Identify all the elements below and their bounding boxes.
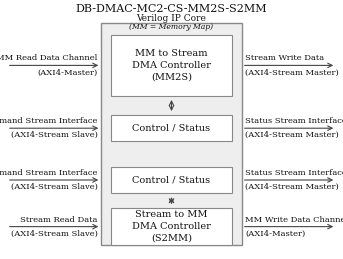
Text: MM Write Data Channel: MM Write Data Channel xyxy=(245,215,343,224)
Text: (AXI4-Stream Master): (AXI4-Stream Master) xyxy=(245,68,339,76)
Text: (AXI4-Stream Master): (AXI4-Stream Master) xyxy=(245,131,339,139)
Text: (AXI4-Stream Slave): (AXI4-Stream Slave) xyxy=(11,230,98,238)
Text: (AXI4-Stream Slave): (AXI4-Stream Slave) xyxy=(11,131,98,139)
Bar xyxy=(111,167,232,193)
Text: Stream Write Data: Stream Write Data xyxy=(245,54,324,62)
Text: Status Stream Interface: Status Stream Interface xyxy=(245,117,343,125)
Bar xyxy=(111,208,232,245)
Text: Status Stream Interface: Status Stream Interface xyxy=(245,169,343,177)
Text: (AXI4-Master): (AXI4-Master) xyxy=(37,68,98,76)
Bar xyxy=(111,35,232,96)
Text: (AXI4-Master): (AXI4-Master) xyxy=(245,230,306,238)
Bar xyxy=(101,23,242,245)
Text: Command Stream Interface: Command Stream Interface xyxy=(0,117,98,125)
Text: Control / Status: Control / Status xyxy=(132,124,211,133)
Text: (MM = Memory Map): (MM = Memory Map) xyxy=(129,23,214,31)
Text: MM to Stream
DMA Controller
(MM2S): MM to Stream DMA Controller (MM2S) xyxy=(132,49,211,82)
Text: (AXI4-Stream Master): (AXI4-Stream Master) xyxy=(245,183,339,191)
Text: Stream Read Data: Stream Read Data xyxy=(20,215,98,224)
Text: DB-DMAC-MC2-CS-MM2S-S2MM: DB-DMAC-MC2-CS-MM2S-S2MM xyxy=(76,4,267,14)
Text: Command Stream Interface: Command Stream Interface xyxy=(0,169,98,177)
Text: MM Read Data Channel: MM Read Data Channel xyxy=(0,54,98,62)
Text: Verilog IP Core: Verilog IP Core xyxy=(137,14,206,23)
Text: Stream to MM
DMA Controller
(S2MM): Stream to MM DMA Controller (S2MM) xyxy=(132,210,211,243)
Bar xyxy=(111,115,232,141)
Text: Control / Status: Control / Status xyxy=(132,176,211,184)
Text: (AXI4-Stream Slave): (AXI4-Stream Slave) xyxy=(11,183,98,191)
